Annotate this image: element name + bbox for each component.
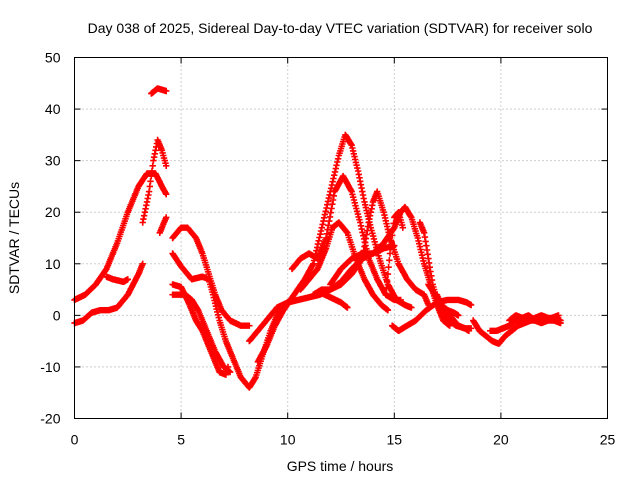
y-tick-label: 20 <box>45 204 61 220</box>
y-tick-label: 40 <box>45 101 61 117</box>
y-tick-label: -20 <box>40 411 60 427</box>
series-s6 <box>156 214 170 236</box>
series-marks <box>169 224 253 329</box>
series-s4 <box>139 136 170 226</box>
x-tick-label: 20 <box>493 432 509 448</box>
series-marks <box>433 291 473 334</box>
series-s7 <box>169 224 253 329</box>
x-tick-label: 10 <box>280 432 296 448</box>
series-marks <box>103 273 131 285</box>
y-axis-label: SDTVAR / TECUs <box>6 182 22 294</box>
series-s22 <box>433 291 473 334</box>
series-marks <box>156 214 170 236</box>
chart-title: Day 038 of 2025, Sidereal Day-to-day VTE… <box>88 20 593 36</box>
x-tick-label: 15 <box>387 432 403 448</box>
series-s10 <box>169 291 234 376</box>
grid-lines <box>74 57 608 419</box>
y-tick-label: 0 <box>53 307 61 323</box>
x-tick-label: 0 <box>71 432 79 448</box>
axis-ticks: 0 5 10 15 20 25 -20 -10 0 10 20 30 40 50 <box>40 50 615 448</box>
plot-frame <box>74 57 608 419</box>
series-s3 <box>103 273 131 285</box>
series-marks <box>169 291 234 376</box>
y-tick-label: -10 <box>40 359 60 375</box>
x-axis-label: GPS time / hours <box>287 458 394 474</box>
series-s18 <box>382 209 406 298</box>
series-marks <box>382 209 406 298</box>
series-marks <box>316 288 351 311</box>
x-tick-label: 5 <box>177 432 185 448</box>
x-tick-label: 25 <box>600 432 616 448</box>
y-tick-label: 30 <box>45 153 61 169</box>
series-s5 <box>148 85 170 97</box>
series-marks <box>148 85 170 97</box>
series-s16 <box>316 288 351 311</box>
series-marks <box>139 136 170 226</box>
y-tick-label: 50 <box>45 50 61 66</box>
data-marks <box>71 85 564 391</box>
series-marks <box>506 312 564 324</box>
y-tick-label: 10 <box>45 256 61 272</box>
series-s25 <box>506 312 564 324</box>
